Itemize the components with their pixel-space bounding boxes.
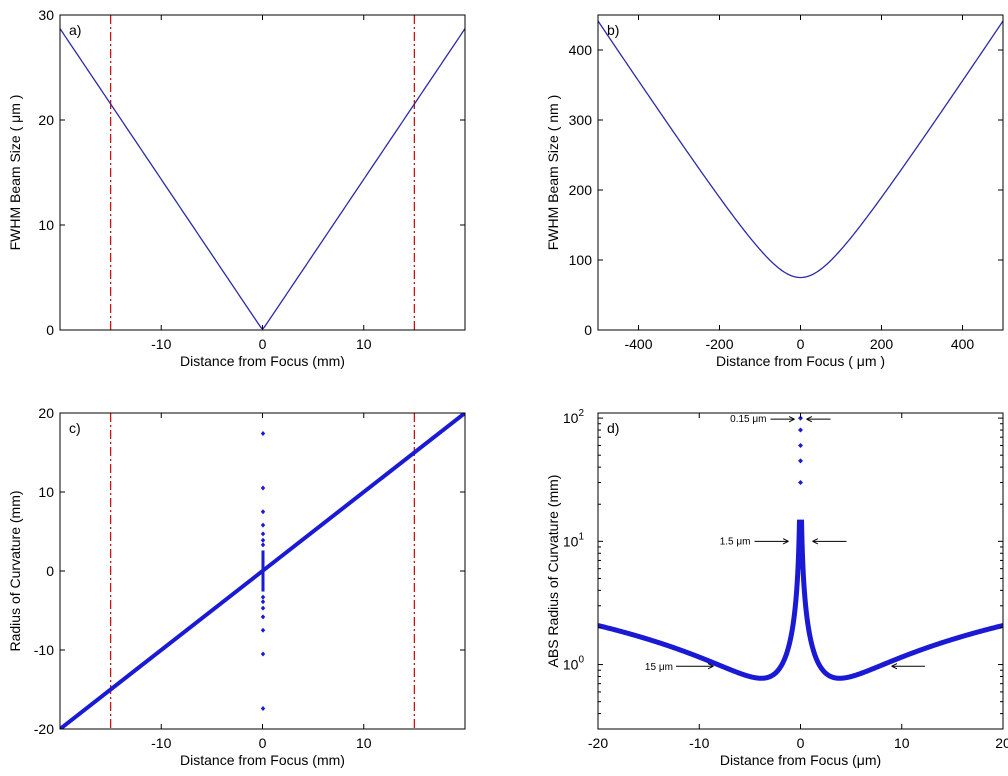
annotation-label: 15 μm [645, 662, 673, 673]
x-tick-label: -10 [151, 735, 171, 751]
x-tick-label: -400 [624, 336, 652, 352]
annotation-label: 1.5 μm [720, 536, 751, 547]
data-point [260, 594, 266, 600]
annotation-label: 0.15 μm [730, 414, 766, 425]
y-tick-exponent: 1 [578, 531, 584, 542]
x-tick-label: -200 [705, 336, 733, 352]
x-tick-label: 0 [259, 735, 267, 751]
y-tick-label: 100 [563, 655, 585, 673]
y-axis-label: FWHM Beam Size ( nm ) [545, 95, 561, 251]
y-tick-label: 100 [569, 252, 593, 268]
panel-label: d) [607, 420, 619, 436]
panel-label: b) [607, 22, 619, 38]
series-left-branch [598, 519, 802, 681]
data-point [798, 480, 803, 486]
annotation-arrow-left-head [782, 538, 789, 545]
annotation-arrow-left-head [788, 416, 795, 423]
x-tick-label: 400 [951, 336, 975, 352]
data-point [260, 531, 266, 537]
annotation-arrow-right-head [812, 538, 819, 545]
data-point [260, 651, 266, 657]
annotation-arrow-right-head [806, 416, 813, 423]
y-tick-label: 0 [584, 322, 592, 338]
x-tick-label: 0 [797, 735, 805, 751]
x-tick-label: 10 [356, 336, 372, 352]
data-point [798, 442, 803, 448]
x-tick-label: -10 [689, 735, 709, 751]
series-line [60, 28, 465, 330]
annotation-arrow-left-head [707, 663, 714, 670]
plot-frame [597, 14, 1004, 331]
y-tick-exponent: 0 [578, 655, 584, 666]
y-tick-label: 400 [569, 42, 593, 58]
x-axis-label: Distance from Focus (mm) [180, 752, 345, 768]
y-tick-label: 30 [38, 7, 54, 23]
x-tick-label: 10 [894, 735, 910, 751]
data-point [798, 458, 803, 464]
y-tick-label: -10 [34, 642, 54, 658]
plot-frame [59, 14, 466, 331]
y-tick-label: -20 [34, 721, 54, 737]
data-point [798, 427, 803, 433]
panel-c: -10 0 10 -20 -10 0 10 20 Distance from Focus (mm… [7, 405, 466, 768]
data-point [260, 705, 266, 711]
y-axis-label: Radius of Curvature (mm) [7, 490, 23, 651]
y-axis-label: ABS Radius of Curvature (mm) [545, 475, 561, 668]
data-point [798, 415, 803, 421]
data-point [260, 627, 266, 633]
data-point [260, 509, 266, 515]
y-tick-label: 200 [569, 182, 593, 198]
series-line [598, 20, 1003, 279]
x-tick-label: -10 [151, 336, 171, 352]
x-tick-label: -20 [588, 735, 608, 751]
x-tick-label: 10 [356, 735, 372, 751]
x-tick-label: 200 [870, 336, 894, 352]
data-point [260, 614, 266, 620]
panel-b: -400 -200 0 200 400 0 100 200 300 400 Distance fro… [545, 14, 1004, 369]
panel-label: c) [69, 420, 81, 436]
x-axis-label: Distance from Focus (μm) [720, 752, 881, 768]
y-tick-label: 10 [38, 484, 54, 500]
data-point [260, 542, 266, 548]
data-point [260, 537, 266, 543]
y-tick-label: 102 [563, 408, 585, 426]
data-point [260, 605, 266, 611]
panel-a: -10 0 10 0 10 20 30 Distance from Focus (mm) FWH… [7, 7, 466, 369]
data-point [260, 485, 266, 491]
x-axis-label: Distance from Focus (mm) [180, 353, 345, 369]
data-point [260, 431, 266, 437]
annotation-arrow-right-head [891, 663, 898, 670]
x-tick-label: 20 [995, 735, 1008, 751]
y-tick-label: 300 [569, 112, 593, 128]
y-tick-label: 0 [46, 563, 54, 579]
series-right-branch [799, 519, 1003, 681]
y-tick-label: 101 [563, 531, 585, 549]
y-tick-label: 0 [46, 322, 54, 338]
y-tick-label: 20 [38, 405, 54, 421]
data-point [260, 599, 266, 605]
panel-label: a) [69, 22, 81, 38]
x-tick-label: 0 [259, 336, 267, 352]
x-axis-label: Distance from Focus ( μm ) [716, 353, 885, 369]
y-tick-label: 20 [38, 112, 54, 128]
data-point [260, 522, 266, 528]
y-tick-label: 10 [38, 217, 54, 233]
y-axis-label: FWHM Beam Size ( μm ) [7, 95, 23, 251]
x-tick-label: 0 [797, 336, 805, 352]
y-tick-exponent: 2 [578, 408, 584, 419]
